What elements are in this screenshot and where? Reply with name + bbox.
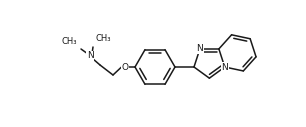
Text: N: N — [221, 62, 228, 72]
Text: O: O — [121, 62, 129, 72]
Text: N: N — [196, 44, 203, 53]
Text: CH₃: CH₃ — [96, 34, 111, 43]
Text: CH₃: CH₃ — [62, 37, 77, 46]
Text: N: N — [87, 52, 93, 60]
